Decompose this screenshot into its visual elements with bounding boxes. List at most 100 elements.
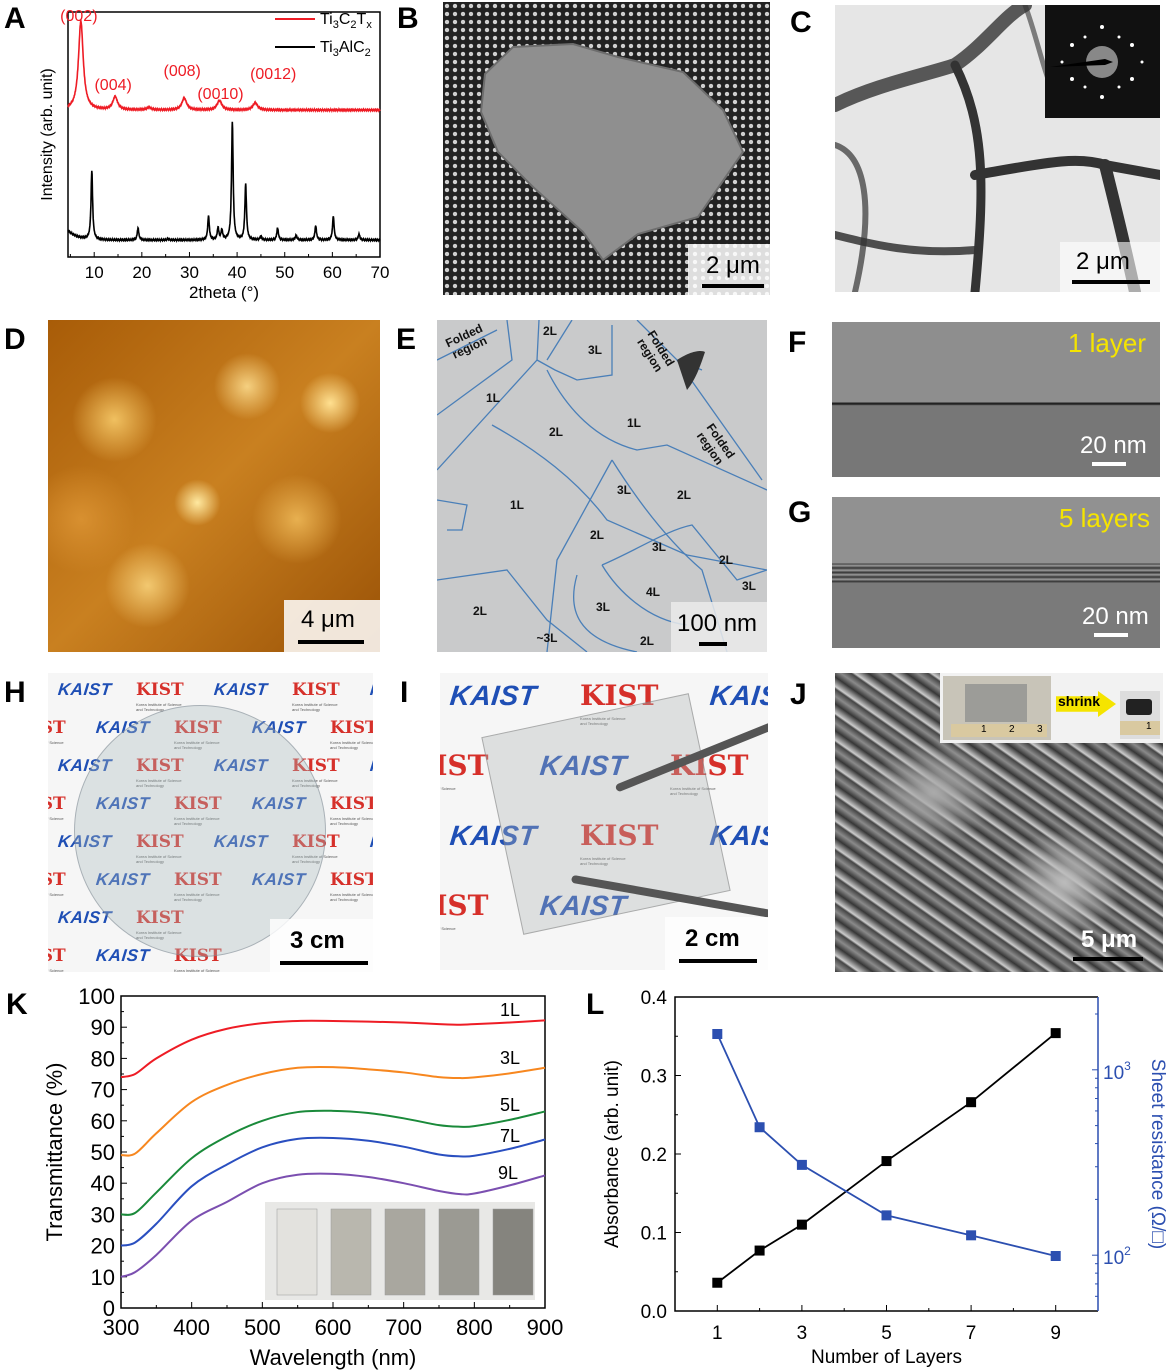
x-tick-label: 30 [180, 263, 199, 282]
ruler-number: 2 [1009, 724, 1015, 735]
kist-logo: KIST [330, 718, 373, 738]
x-axis-label: Number of Layers [811, 1347, 962, 1368]
y2-tick-label: 102 [1103, 1244, 1131, 1269]
layer-count-label: 2L [542, 324, 558, 338]
x-axis-label: Wavelength (nm) [250, 1345, 417, 1370]
kist-logo: KIST [48, 946, 66, 966]
layer-count-label: 2L [548, 425, 564, 439]
y-tick-label: 30 [91, 1202, 115, 1227]
series-label: 1L [500, 1000, 520, 1020]
data-point-absorbance [712, 1277, 723, 1288]
kist-subtitle: Korea Institute of Science and Technolog… [330, 892, 373, 902]
scale-bar-label: 20 nm [1082, 603, 1149, 630]
xrd-chart: 10 20 30 40 50 60 70 2theta (°) Intensity (arb. … [39, 8, 389, 302]
data-point-absorbance [796, 1219, 807, 1230]
data-point-absorbance [754, 1245, 765, 1256]
series-line-Ti3AlC2 [67, 121, 381, 244]
cross-section-5-layers: 5 layers 20 nm [832, 497, 1160, 648]
y-tick-label: 0.0 [641, 1302, 667, 1323]
transmittance-chart: 300 400 500 600 700 800 900 0 10 20 30 40 50 60 70 80 90… [42, 984, 563, 1370]
panel-label-g: G [788, 496, 812, 529]
scale-bar-box: 3 cm [270, 919, 373, 972]
kist-subtitle: Korea Institute of Science and Technolog… [440, 926, 456, 931]
x-tick-label: 3 [797, 1323, 808, 1344]
kist-logo: KIST [330, 794, 373, 814]
y-tick-label: 70 [91, 1078, 115, 1103]
shrink-inset: 1 2 3 shrink 1 [940, 673, 1163, 743]
scale-bar-box: 100 nm [671, 602, 767, 652]
layer-count-label: 3L [616, 483, 632, 497]
x-tick-label: 60 [323, 263, 342, 282]
x-tick-label: 10 [85, 263, 104, 282]
series-label: 9L [498, 1163, 518, 1183]
kist-logo: KIST [292, 680, 340, 700]
data-point-absorbance [881, 1156, 892, 1167]
layer-caption: 1 layer [1067, 328, 1146, 358]
layer-count-label: 4L [645, 585, 661, 599]
series-line-Ti3C2Tx [67, 18, 381, 114]
tem-image-layers: Folded region 2L 3L Folded region 1L 1L 2L Fold… [437, 320, 767, 652]
kist-subtitle: Korea Institute of Science and Technolog… [48, 968, 64, 972]
kaist-logo: KAIST [213, 680, 269, 699]
layer-count-label: 2L [472, 604, 488, 618]
legend-text-part: 2 [365, 47, 371, 59]
sem-image-flake: 2 μm [443, 2, 770, 295]
sample-slide [276, 1208, 318, 1296]
layer-count-label: 2L [676, 488, 692, 502]
layer-count-label: 1L [626, 416, 642, 430]
layer-count-label: 3L [741, 579, 757, 593]
legend-text-part: T [357, 11, 367, 28]
y2-tick-base: 10 [1103, 1248, 1124, 1269]
kaist-logo: KAIST [369, 832, 373, 851]
kist-logo: KIST [48, 718, 66, 738]
series-line-5L [120, 1109, 546, 1216]
y-tick-label: 60 [91, 1109, 115, 1134]
panel-label-l: L [586, 988, 605, 1021]
kist-subtitle: Korea Institute of Science and Technolog… [670, 786, 716, 796]
y-tick-label: 80 [91, 1046, 115, 1071]
layer-boundaries [437, 320, 767, 652]
scale-bar [702, 284, 764, 288]
series-label: 7L [500, 1126, 520, 1146]
panel-label-b: B [397, 2, 419, 35]
kist-subtitle: Korea Institute of Science and Technolog… [292, 702, 338, 712]
scale-bar [1094, 633, 1128, 637]
data-point-resistance [796, 1159, 807, 1170]
scale-bar-label: 4 μm [301, 606, 355, 633]
scale-bar [1073, 957, 1143, 961]
layer-count-label: 1L [509, 498, 525, 512]
scale-bar-label: 2 μm [706, 252, 760, 279]
x-tick-label: 9 [1050, 1323, 1061, 1344]
kist-logo: KIST [580, 679, 659, 712]
x-tick-label: 800 [456, 1315, 493, 1340]
scale-bar-label: 2 cm [685, 925, 740, 952]
scale-bar [679, 959, 757, 963]
layer-caption: 5 layers [1058, 503, 1150, 533]
series-line-1L [120, 1019, 546, 1079]
scale-bar-box: 2 μm [1060, 242, 1160, 292]
ruler: 1 [1120, 721, 1160, 735]
y-tick-label: 10 [91, 1265, 115, 1290]
layer-count-label: 2L [639, 634, 655, 648]
sem-image-crumpled: 1 2 3 shrink 1 5 μm [835, 673, 1163, 972]
kist-logo: KIST [580, 819, 659, 852]
layer-count-label: ~3L [536, 631, 558, 645]
legend-entry: Ti3C2Tx [320, 11, 372, 31]
x-tick-label: 400 [173, 1315, 210, 1340]
data-point-resistance [1050, 1251, 1061, 1262]
scale-bar-box: 2 μm [688, 244, 770, 295]
sample-slide [330, 1208, 372, 1296]
kist-subtitle: Korea Institute of Science and Technolog… [136, 702, 182, 712]
kist-subtitle: Korea Institute of Science and Technolog… [330, 740, 373, 750]
kaist-logo: KAIST [57, 680, 113, 699]
series-line-3L [120, 1065, 546, 1157]
y2-tick-exponent: 3 [1124, 1059, 1131, 1073]
legend-text-part: x [366, 19, 372, 31]
panel-label-e: E [396, 323, 417, 356]
ruler: 1 2 3 [951, 724, 1047, 737]
sample-after-photo: 1 [1120, 691, 1160, 739]
scale-bar-label: 3 cm [290, 927, 345, 954]
panel-label-h: H [4, 676, 26, 709]
scale-bar-box: 4 μm [284, 600, 380, 652]
layer-count-label: 1L [485, 391, 501, 405]
